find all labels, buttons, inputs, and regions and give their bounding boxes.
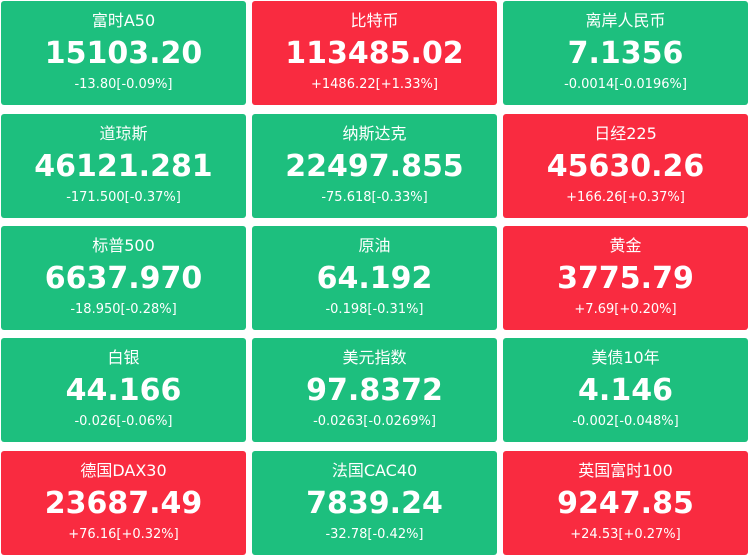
quote-tile[interactable]: 比特币 113485.02 +1486.22[+1.33%] xyxy=(252,1,497,105)
quote-change: -13.80[-0.09%] xyxy=(74,77,173,92)
quote-change: -171.500[-0.37%] xyxy=(66,190,181,205)
quote-name: 美债10年 xyxy=(591,348,660,367)
quote-change: -0.198[-0.31%] xyxy=(325,302,424,317)
quote-change: -0.026[-0.06%] xyxy=(74,414,173,429)
quote-tile[interactable]: 标普500 6637.970 -18.950[-0.28%] xyxy=(1,226,246,330)
quote-change: +1486.22[+1.33%] xyxy=(311,77,438,92)
quote-tile[interactable]: 离岸人民币 7.1356 -0.0014[-0.0196%] xyxy=(503,1,748,105)
quote-price: 15103.20 xyxy=(44,36,203,71)
quote-name: 道琼斯 xyxy=(99,124,148,143)
quote-change: +24.53[+0.27%] xyxy=(570,527,681,542)
quote-tile[interactable]: 法国CAC40 7839.24 -32.78[-0.42%] xyxy=(252,451,497,555)
quote-price: 45630.26 xyxy=(546,149,705,184)
quote-tile[interactable]: 黄金 3775.79 +7.69[+0.20%] xyxy=(503,226,748,330)
quote-price: 64.192 xyxy=(316,261,433,296)
quote-price: 22497.855 xyxy=(285,149,464,184)
quote-tile[interactable]: 美债10年 4.146 -0.002[-0.048%] xyxy=(503,338,748,442)
quote-change: -0.0014[-0.0196%] xyxy=(564,77,687,92)
quote-name: 黄金 xyxy=(609,236,642,255)
quote-name: 美元指数 xyxy=(342,348,407,367)
quote-name: 纳斯达克 xyxy=(342,124,407,143)
quote-name: 英国富时100 xyxy=(578,461,673,480)
quote-price: 44.166 xyxy=(65,373,182,408)
quote-price: 113485.02 xyxy=(285,36,464,71)
quote-price: 97.8372 xyxy=(306,373,443,408)
quote-change: -32.78[-0.42%] xyxy=(325,527,424,542)
quote-tile[interactable]: 原油 64.192 -0.198[-0.31%] xyxy=(252,226,497,330)
quote-tile[interactable]: 日经225 45630.26 +166.26[+0.37%] xyxy=(503,114,748,218)
quote-tile[interactable]: 白银 44.166 -0.026[-0.06%] xyxy=(1,338,246,442)
quote-name: 白银 xyxy=(107,348,140,367)
quote-price: 9247.85 xyxy=(557,486,694,521)
quote-name: 离岸人民币 xyxy=(585,11,666,30)
quote-change: -0.0263[-0.0269%] xyxy=(313,414,436,429)
quote-price: 23687.49 xyxy=(44,486,203,521)
quote-tile[interactable]: 德国DAX30 23687.49 +76.16[+0.32%] xyxy=(1,451,246,555)
quote-change: -0.002[-0.048%] xyxy=(572,414,679,429)
quote-name: 日经225 xyxy=(594,124,657,143)
quote-price: 7839.24 xyxy=(306,486,443,521)
quote-name: 法国CAC40 xyxy=(331,461,418,480)
quote-name: 德国DAX30 xyxy=(80,461,167,480)
quote-name: 标普500 xyxy=(92,236,155,255)
quote-price: 6637.970 xyxy=(44,261,203,296)
quote-tile[interactable]: 富时A50 15103.20 -13.80[-0.09%] xyxy=(1,1,246,105)
quote-name: 原油 xyxy=(358,236,391,255)
quote-change: -18.950[-0.28%] xyxy=(70,302,177,317)
quote-tile[interactable]: 英国富时100 9247.85 +24.53[+0.27%] xyxy=(503,451,748,555)
quote-tile[interactable]: 道琼斯 46121.281 -171.500[-0.37%] xyxy=(1,114,246,218)
quote-price: 7.1356 xyxy=(567,36,684,71)
quote-price: 3775.79 xyxy=(557,261,694,296)
quote-tile[interactable]: 纳斯达克 22497.855 -75.618[-0.33%] xyxy=(252,114,497,218)
quote-price: 4.146 xyxy=(578,373,673,408)
quote-price: 46121.281 xyxy=(34,149,213,184)
quote-change: +166.26[+0.37%] xyxy=(566,190,685,205)
quote-change: +76.16[+0.32%] xyxy=(68,527,179,542)
quote-name: 比特币 xyxy=(350,11,399,30)
quote-change: +7.69[+0.20%] xyxy=(574,302,677,317)
quote-tile[interactable]: 美元指数 97.8372 -0.0263[-0.0269%] xyxy=(252,338,497,442)
quote-change: -75.618[-0.33%] xyxy=(321,190,428,205)
quote-name: 富时A50 xyxy=(91,11,156,30)
